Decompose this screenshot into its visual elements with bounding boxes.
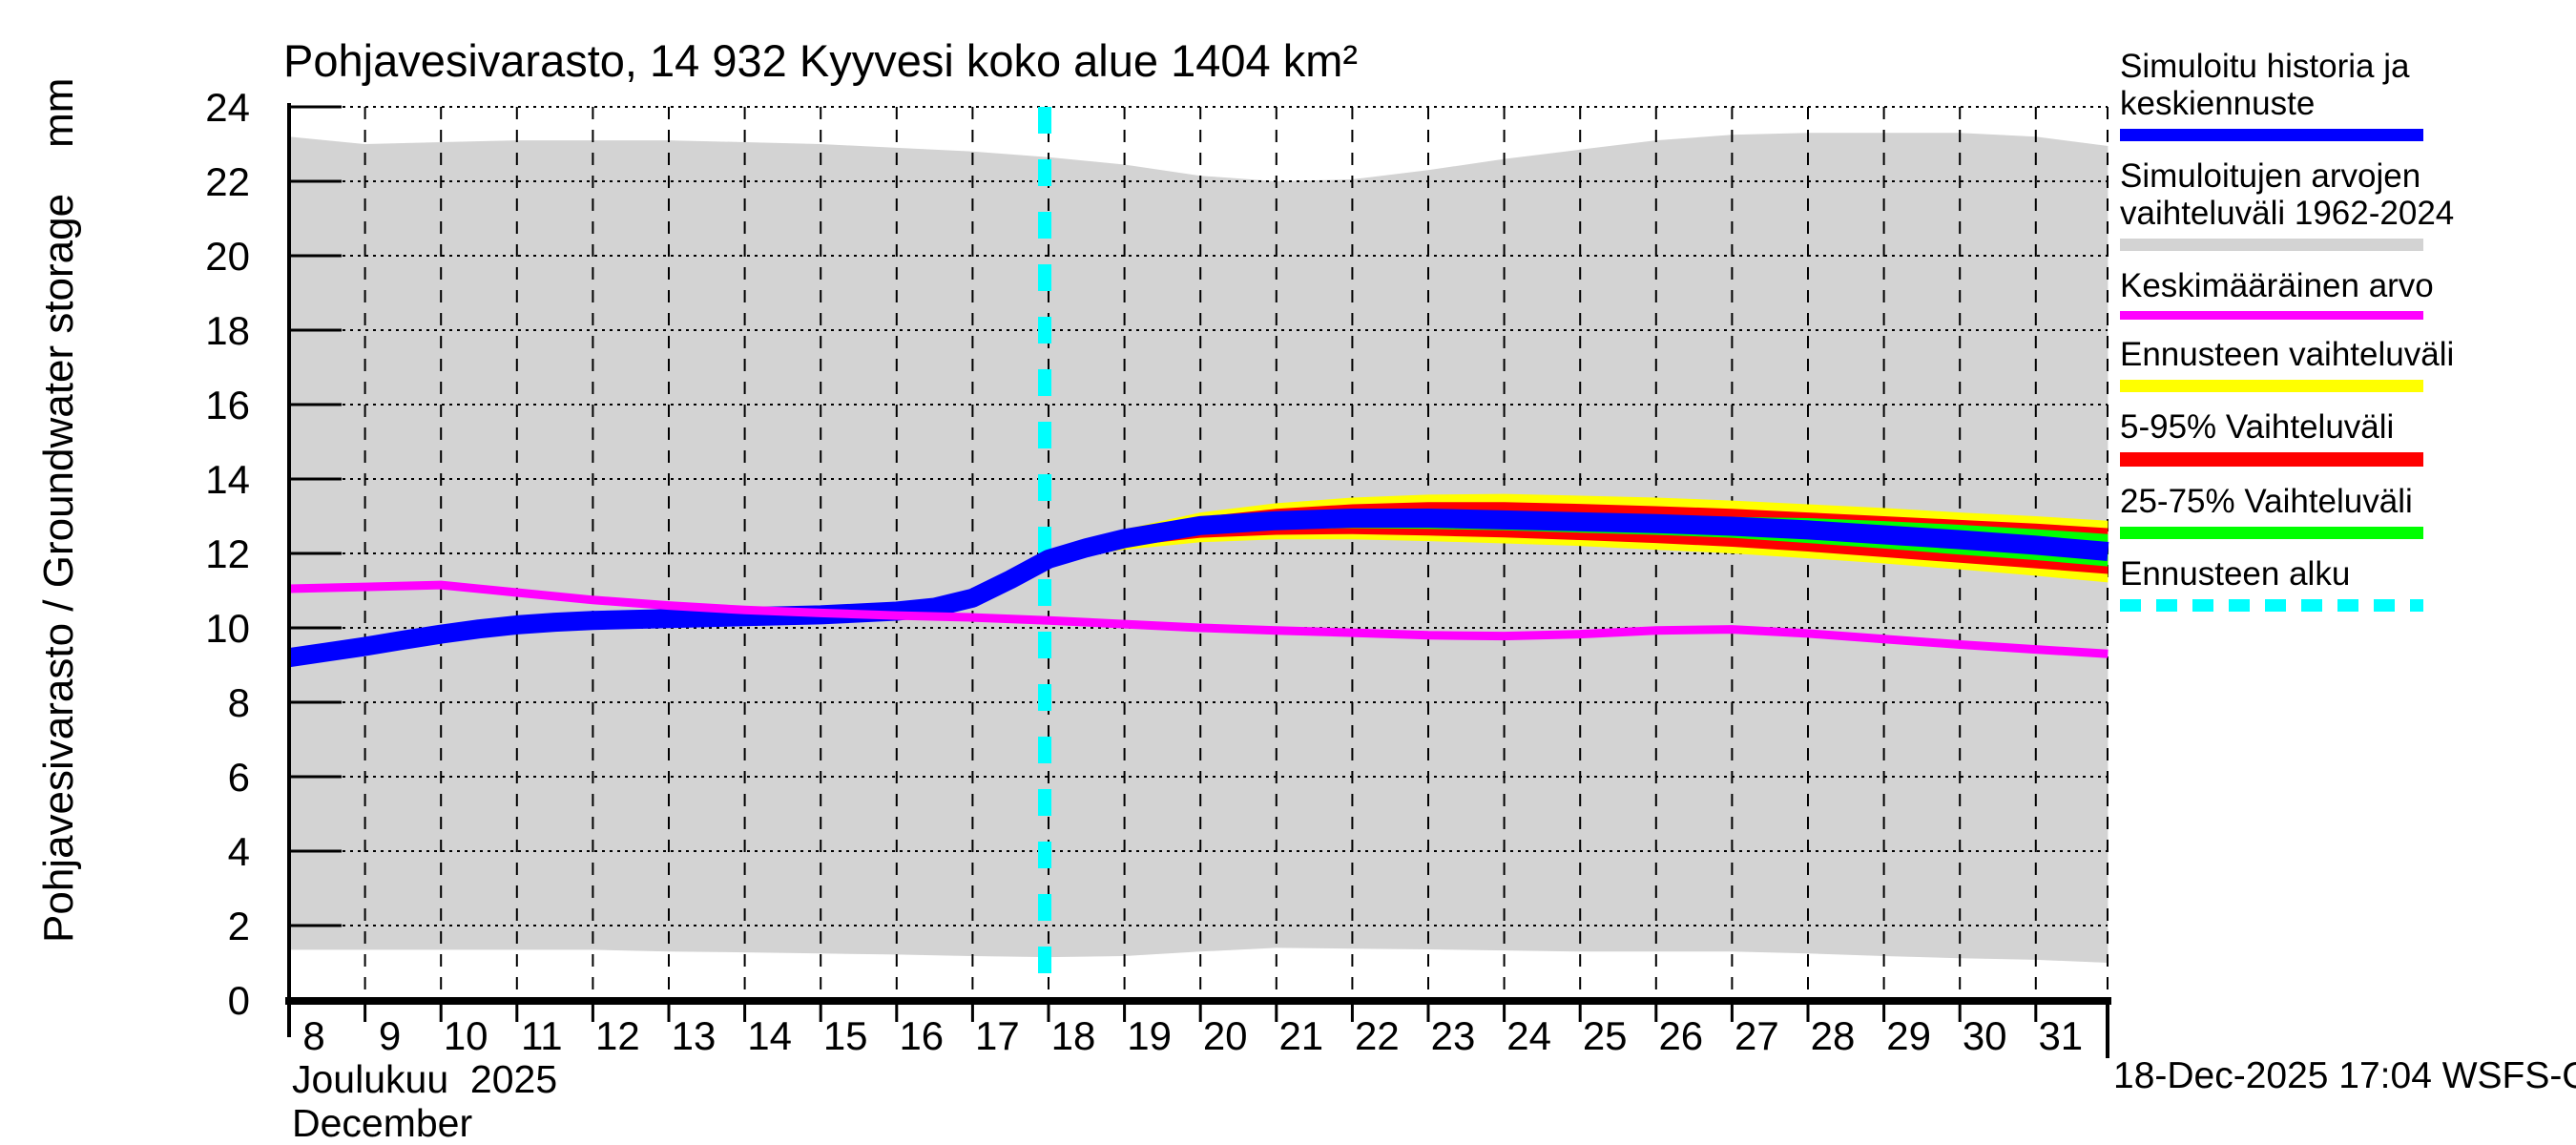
legend: Simuloitu historia ja keskiennuste Simul… bbox=[2120, 48, 2574, 628]
legend-label: Simuloitu historia ja keskiennuste bbox=[2120, 48, 2410, 122]
x-tick-label: 19 bbox=[1127, 1013, 1172, 1058]
x-tick-label: 8 bbox=[302, 1013, 324, 1058]
legend-label: Ennusteen vaihteluväli bbox=[2120, 336, 2455, 373]
x-tick-label: 9 bbox=[379, 1013, 401, 1058]
x-tick-label: 20 bbox=[1203, 1013, 1248, 1058]
legend-item-forecast-start: Ennusteen alku bbox=[2120, 555, 2574, 612]
legend-swatch-yellow-bar bbox=[2120, 380, 2423, 392]
y-tick-label: 18 bbox=[205, 308, 250, 353]
legend-swatch-magenta-line bbox=[2120, 311, 2423, 320]
x-axis-spine bbox=[285, 997, 2111, 1005]
legend-label: Simuloitujen arvojen vaihteluväli 1962-2… bbox=[2120, 157, 2455, 232]
month-name-fi: Joulukuu bbox=[292, 1057, 449, 1101]
x-tick-label: 29 bbox=[1886, 1013, 1931, 1058]
y-tick-label: 0 bbox=[228, 978, 250, 1023]
history-and-mean-forecast-line bbox=[287, 509, 2109, 668]
legend-item-forecast-range: Ennusteen vaihteluväli bbox=[2120, 336, 2574, 392]
y-tick-label: 10 bbox=[205, 606, 250, 651]
legend-label: 5-95% Vaihteluväli bbox=[2120, 408, 2395, 446]
x-tick-label: 10 bbox=[444, 1013, 488, 1058]
x-tick-label: 15 bbox=[823, 1013, 868, 1058]
x-tick-label: 22 bbox=[1355, 1013, 1400, 1058]
legend-swatch-green-bar bbox=[2120, 527, 2423, 539]
x-tick-label: 31 bbox=[2038, 1013, 2083, 1058]
y-tick-label: 4 bbox=[228, 829, 250, 874]
y-tick-label: 24 bbox=[205, 85, 250, 130]
chart-title: Pohjavesivarasto, 14 932 Kyyvesi koko al… bbox=[283, 35, 1359, 86]
legend-label: Keskimääräinen arvo bbox=[2120, 267, 2434, 304]
x-tick-label: 13 bbox=[672, 1013, 717, 1058]
x-axis-month-en: December bbox=[292, 1101, 473, 1145]
x-tick-label: 17 bbox=[975, 1013, 1020, 1058]
legend-item-5-95: 5-95% Vaihteluväli bbox=[2120, 408, 2574, 467]
x-tick-label: 24 bbox=[1506, 1013, 1551, 1058]
x-tick-label: 27 bbox=[1735, 1013, 1779, 1058]
y-tick-label: 8 bbox=[228, 680, 250, 725]
legend-item-25-75: 25-75% Vaihteluväli bbox=[2120, 483, 2574, 539]
y-tick-label: 14 bbox=[205, 457, 250, 502]
y-tick-label: 22 bbox=[205, 159, 250, 204]
x-tick-label: 16 bbox=[899, 1013, 944, 1058]
y-axis-title: Pohjavesivarasto / Groundwater storagemm bbox=[35, 78, 82, 943]
y-tick-label: 2 bbox=[228, 904, 250, 948]
legend-label: 25-75% Vaihteluväli bbox=[2120, 483, 2413, 520]
legend-swatch-cyan-dashed bbox=[2120, 599, 2423, 612]
legend-label: Ennusteen alku bbox=[2120, 555, 2351, 593]
x-tick-label: 30 bbox=[1963, 1013, 2007, 1058]
legend-swatch-blue-bar bbox=[2120, 129, 2423, 141]
x-tick-label: 23 bbox=[1431, 1013, 1476, 1058]
x-tick-label: 12 bbox=[595, 1013, 640, 1058]
legend-item-sim-range: Simuloitujen arvojen vaihteluväli 1962-2… bbox=[2120, 157, 2574, 251]
x-tick-label: 25 bbox=[1583, 1013, 1628, 1058]
legend-swatch-gray-bar bbox=[2120, 239, 2423, 251]
x-tick-label: 14 bbox=[747, 1013, 792, 1058]
long-term-mean-line bbox=[288, 580, 2109, 658]
x-tick-label: 26 bbox=[1658, 1013, 1703, 1058]
y-tick-label: 12 bbox=[205, 531, 250, 576]
legend-item-history-mean: Simuloitu historia ja keskiennuste bbox=[2120, 48, 2574, 141]
x-tick-label: 28 bbox=[1811, 1013, 1856, 1058]
y-tick-label: 20 bbox=[205, 234, 250, 279]
y-tick-label: 16 bbox=[205, 383, 250, 427]
legend-item-mean-value: Keskimääräinen arvo bbox=[2120, 267, 2574, 320]
year-label: 2025 bbox=[469, 1057, 558, 1101]
timestamp: 18-Dec-2025 17:04 WSFS-O bbox=[2113, 1055, 2576, 1096]
x-tick-label: 11 bbox=[521, 1013, 563, 1058]
legend-swatch-red-bar bbox=[2120, 452, 2423, 467]
x-axis-month-fi: Joulukuu 2025 bbox=[292, 1057, 557, 1102]
x-tick-label: 21 bbox=[1278, 1013, 1323, 1058]
y-tick-label: 6 bbox=[228, 755, 250, 800]
x-tick-label: 18 bbox=[1051, 1013, 1096, 1058]
